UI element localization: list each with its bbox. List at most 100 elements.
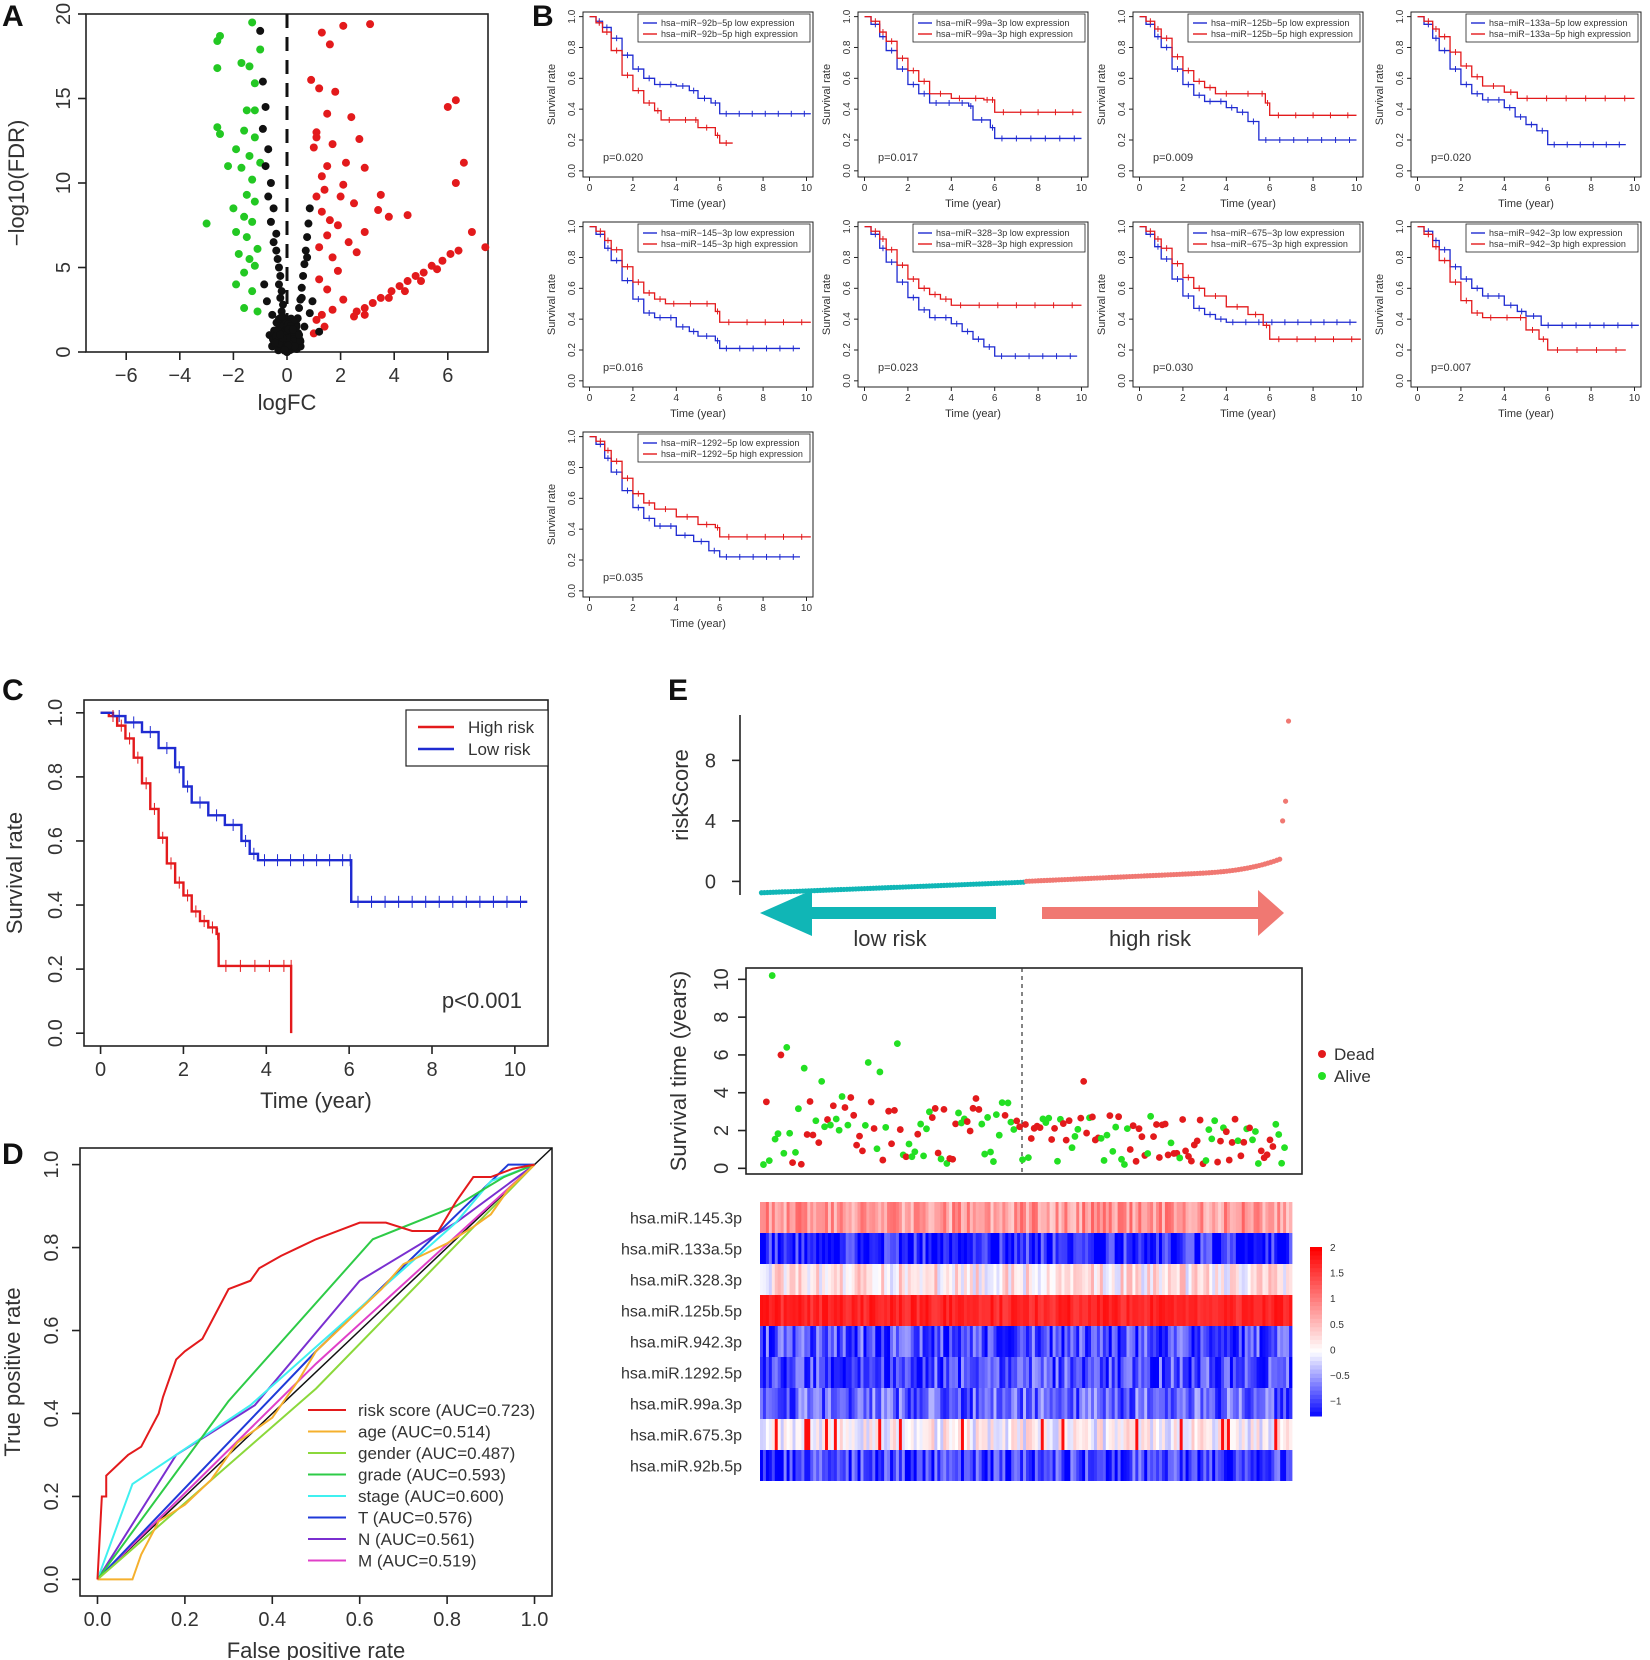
- heatmap-cell: [1229, 1202, 1234, 1233]
- heatmap-cell: [1129, 1450, 1133, 1481]
- heatmap-cell: [1209, 1233, 1213, 1264]
- heatmap-cell: [904, 1295, 909, 1326]
- heatmap-cell: [789, 1233, 793, 1264]
- heatmap-cell: [916, 1233, 920, 1264]
- heatmap-cell: [1265, 1450, 1269, 1481]
- heatmap-cell: [798, 1419, 802, 1450]
- heatmap-cell: [1256, 1357, 1260, 1388]
- heatmap-cell: [1159, 1326, 1163, 1357]
- heatmap-cell: [760, 1357, 764, 1388]
- heatmap-cell: [1064, 1419, 1068, 1450]
- heatmap-cell: [1093, 1388, 1098, 1419]
- heatmap-cell: [786, 1295, 790, 1326]
- heatmap-cell: [907, 1388, 912, 1419]
- dead-point: [803, 1131, 811, 1138]
- heatmap-cell: [1067, 1419, 1071, 1450]
- heatmap-cell: [1182, 1419, 1186, 1450]
- heatmap-cell: [893, 1264, 897, 1295]
- heatmap-cell: [1232, 1202, 1237, 1233]
- x-tick-label: 10: [1629, 183, 1641, 194]
- heatmap-cell: [1164, 1419, 1169, 1450]
- dead-point: [1080, 1077, 1088, 1085]
- heatmap-cell: [1185, 1233, 1189, 1264]
- heatmap-cell: [1031, 1326, 1036, 1357]
- heatmap-cell: [1280, 1357, 1284, 1388]
- heatmap-cell: [1206, 1326, 1210, 1357]
- heatmap-cell: [1161, 1233, 1166, 1264]
- heatmap-cell: [1153, 1326, 1157, 1357]
- heatmap-cell: [975, 1295, 980, 1326]
- heatmap-cell: [1046, 1388, 1051, 1419]
- heatmap-cell: [963, 1233, 968, 1264]
- colorbar-cell: [1310, 1301, 1322, 1307]
- heatmap-cell: [1020, 1419, 1024, 1450]
- heatmap-cell: [1176, 1264, 1181, 1295]
- heatmap-cell: [1120, 1357, 1124, 1388]
- heatmap-cell: [1049, 1357, 1053, 1388]
- heatmap-cell: [963, 1450, 968, 1481]
- x-tick-label: 0: [1415, 393, 1421, 404]
- heatmap-cell: [955, 1419, 959, 1450]
- heatmap-cell: [1141, 1357, 1145, 1388]
- heatmap-cell: [1096, 1419, 1101, 1450]
- heatmap-cell: [1167, 1233, 1172, 1264]
- alive-point: [1167, 1139, 1175, 1147]
- heatmap-cell: [1164, 1326, 1169, 1357]
- heatmap-cell: [1212, 1326, 1216, 1357]
- y-tick-label: 10: [53, 172, 75, 194]
- point-up: [366, 20, 375, 29]
- heatmap-cell: [1008, 1388, 1012, 1419]
- legend-box: [1187, 223, 1361, 253]
- heatmap-cell: [978, 1264, 983, 1295]
- heatmap-cell: [1277, 1295, 1281, 1326]
- alive-point: [864, 1059, 872, 1066]
- heatmap-cell: [777, 1295, 782, 1326]
- heatmap-cell: [895, 1264, 900, 1295]
- alive-point: [780, 1149, 788, 1157]
- heatmap-cell: [1164, 1264, 1169, 1295]
- colorbar-cell: [1310, 1306, 1322, 1311]
- point-up: [317, 310, 326, 319]
- y-tick-label: 0.8: [41, 1234, 63, 1262]
- alive-point: [1278, 1159, 1286, 1167]
- y-axis-title: riskScore: [668, 749, 693, 841]
- heatmap-cell: [1271, 1357, 1275, 1388]
- heatmap-cell: [1117, 1264, 1121, 1295]
- heatmap-cell: [993, 1202, 997, 1233]
- heatmap-cell: [984, 1388, 988, 1419]
- x-axis-title: Time (year): [670, 618, 726, 630]
- heatmap-cell: [1123, 1295, 1127, 1326]
- heatmap-cell: [1167, 1388, 1172, 1419]
- point-up: [467, 228, 476, 237]
- heatmap-cell: [1176, 1450, 1181, 1481]
- heatmap-cell: [904, 1419, 909, 1450]
- point-ns: [277, 287, 286, 296]
- heatmap-cell: [1002, 1419, 1006, 1450]
- heatmap-cell: [783, 1295, 787, 1326]
- heatmap-cell: [1262, 1295, 1266, 1326]
- heatmap-cell: [839, 1388, 844, 1419]
- heatmap-cell: [1244, 1264, 1249, 1295]
- dead-point: [1135, 1125, 1143, 1133]
- heatmap-cell: [907, 1326, 912, 1357]
- heatmap-cell: [1026, 1264, 1030, 1295]
- legend-low-label: hsa−miR−133a−5p low expression: [1489, 18, 1627, 28]
- heatmap-cell: [1055, 1450, 1059, 1481]
- heatmap-cell: [1159, 1450, 1163, 1481]
- x-tick-label: 6: [1267, 183, 1273, 194]
- heatmap-cell: [1132, 1295, 1136, 1326]
- heatmap-cell: [934, 1419, 938, 1450]
- heatmap-cell: [810, 1295, 814, 1326]
- heatmap-row-label: hsa.miR.1292.5p: [621, 1366, 742, 1383]
- y-tick-label: 0.0: [1117, 163, 1128, 177]
- plot-frame: [582, 431, 814, 598]
- heatmap-cell: [996, 1233, 1000, 1264]
- risk-score-point: [1282, 798, 1289, 804]
- y-tick-label: 1.0: [842, 9, 853, 23]
- heatmap-cell: [1268, 1233, 1272, 1264]
- heatmap-cell: [1182, 1202, 1186, 1233]
- heatmap-cell: [771, 1202, 776, 1233]
- heatmap-cell: [1020, 1326, 1024, 1357]
- heatmap-cell: [1073, 1357, 1077, 1388]
- heatmap-cell: [898, 1326, 903, 1357]
